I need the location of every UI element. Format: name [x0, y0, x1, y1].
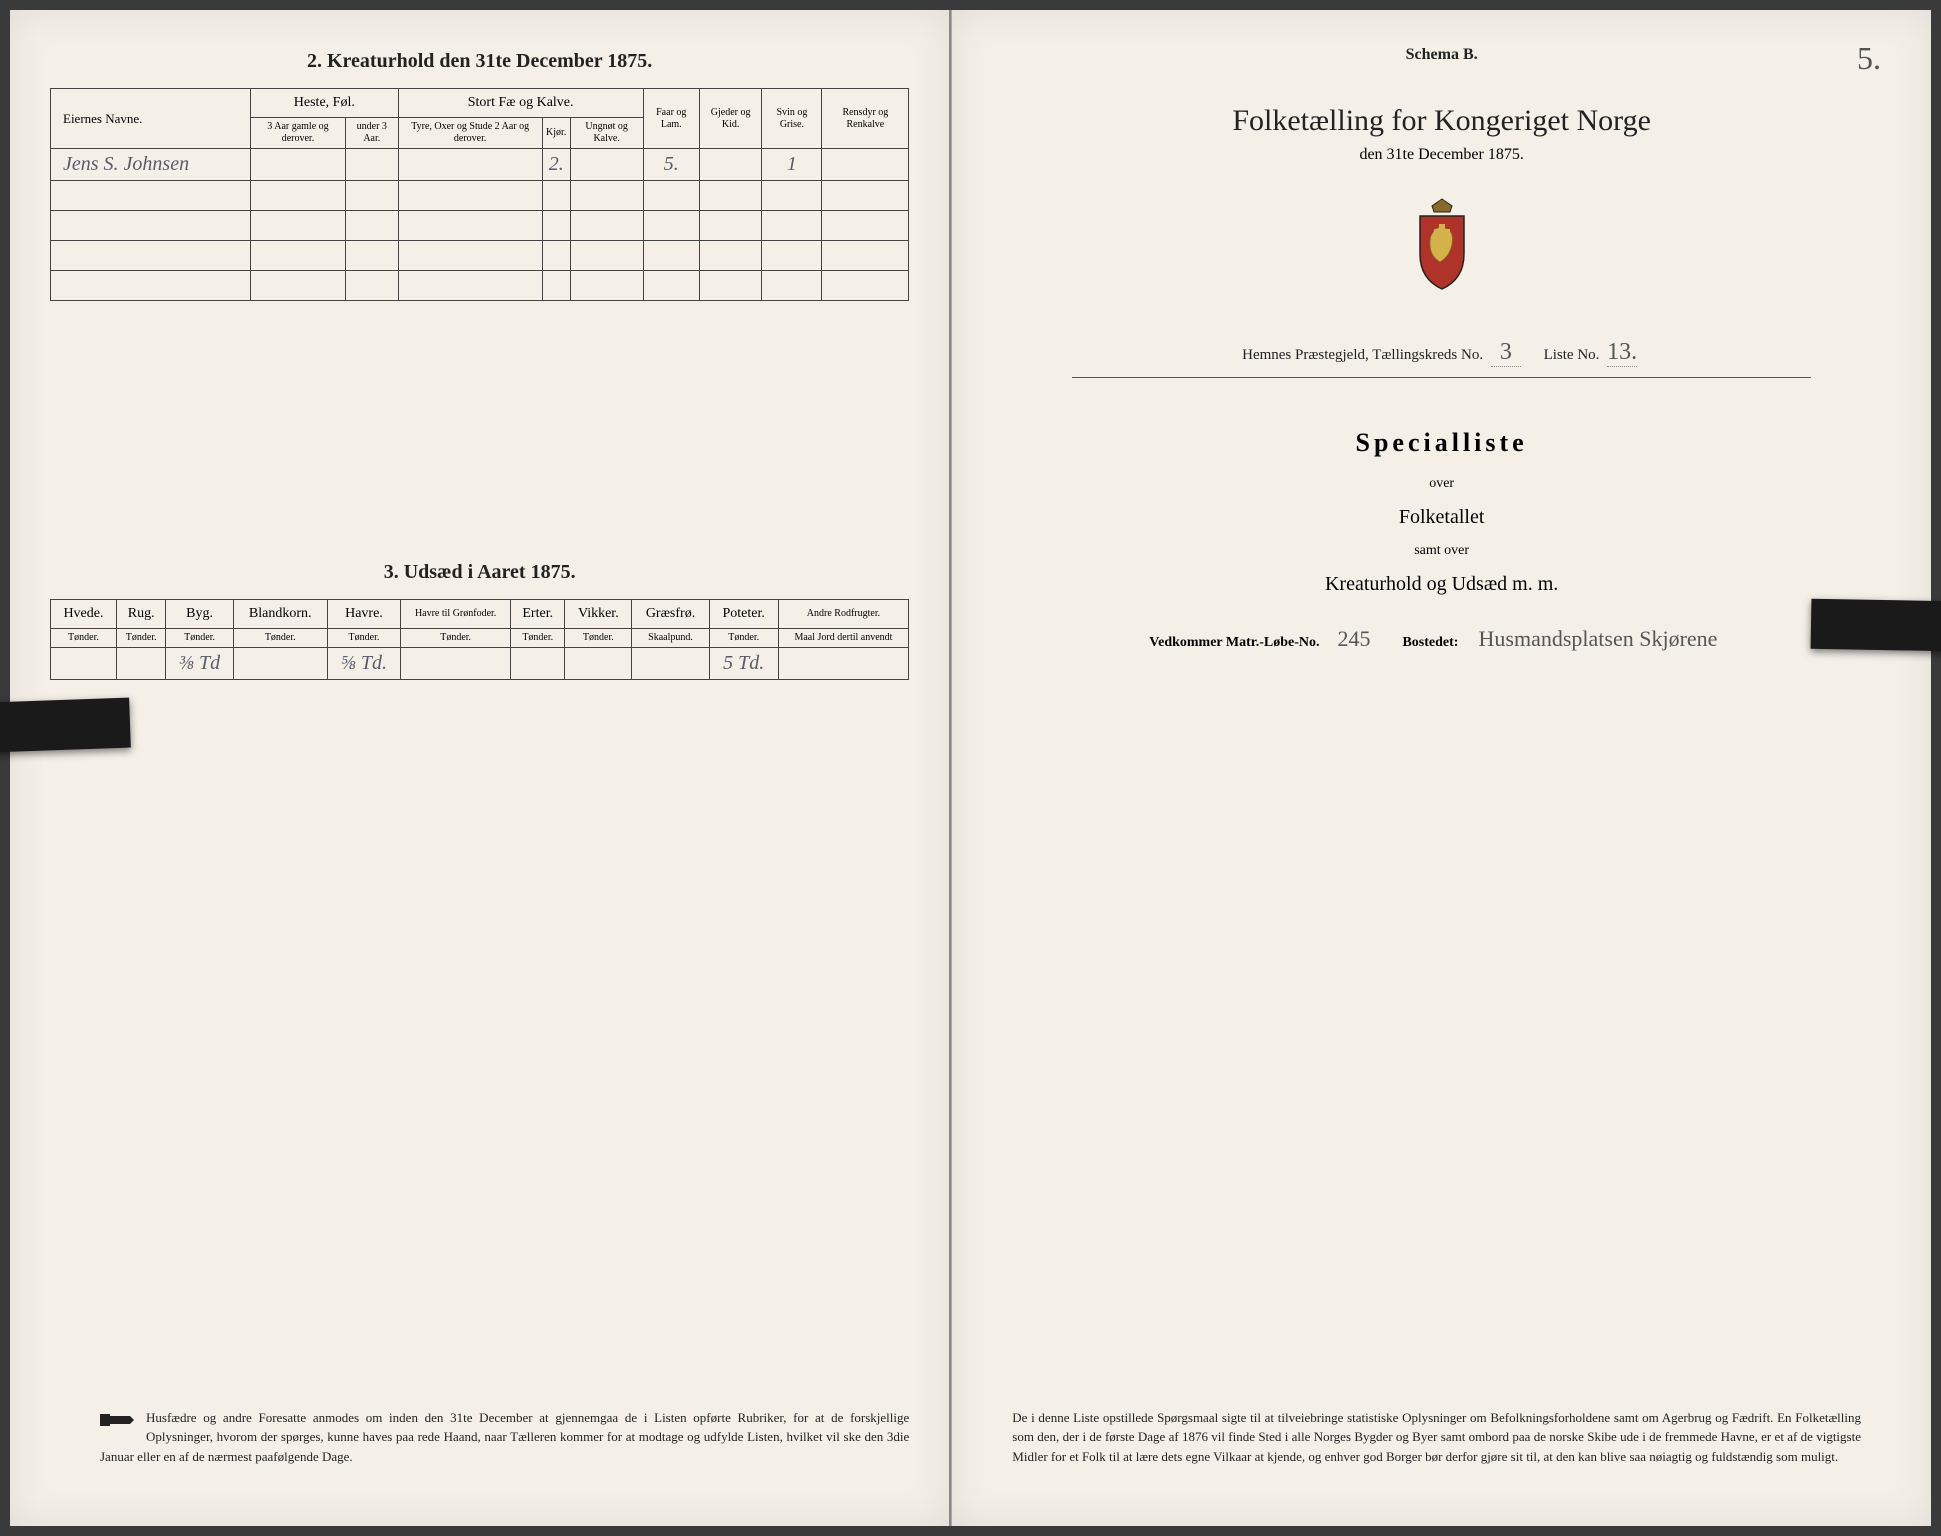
section3-title: 3. Udsæd i Aaret 1875.: [50, 561, 909, 584]
col-byg: Byg.: [166, 600, 233, 629]
table-row: Jens S. Johnsen 2. 5. 1: [51, 149, 909, 181]
cell: [565, 648, 632, 680]
col-heste: Heste, Føl.: [251, 89, 399, 118]
cell: [511, 648, 565, 680]
census-date: den 31te December 1875.: [992, 146, 1891, 164]
cell-svin: 1: [762, 149, 822, 181]
cell: [778, 648, 909, 680]
cell-poteter: 5 Td.: [709, 648, 778, 680]
right-page: 5. Schema B. Folketælling for Kongeriget…: [951, 10, 1931, 1526]
cell: [51, 648, 117, 680]
col-rensdyr: Rensdyr og Renkalve: [822, 89, 909, 149]
col-fae: Stort Fæ og Kalve.: [398, 89, 643, 118]
col-heste-sub1: 3 Aar gamle og derover.: [251, 118, 346, 149]
cell-havre: ⅝ Td.: [327, 648, 400, 680]
bostedet-label: Bostedet:: [1402, 635, 1458, 650]
bostedet-value: Husmandsplatsen Skjørene: [1468, 626, 1728, 652]
divider: [1072, 377, 1811, 378]
col-fae-sub1: Tyre, Oxer og Stude 2 Aar og derover.: [398, 118, 542, 149]
over-label: over: [992, 476, 1891, 492]
col-fae-sub3: Ungnøt og Kalve.: [570, 118, 643, 149]
unit: Tønder.: [166, 629, 233, 648]
col-faar: Faar og Lam.: [643, 89, 699, 149]
table-row: [51, 181, 909, 211]
right-footer-text: De i denne Liste opstillede Spørgsmaal s…: [1012, 1410, 1861, 1464]
col-poteter: Poteter.: [709, 600, 778, 629]
schema-label: Schema B.: [992, 46, 1891, 64]
col-andre: Andre Rodfrugter.: [778, 600, 909, 629]
cell: [632, 648, 710, 680]
cell: [345, 149, 398, 181]
table-row: ⅜ Td ⅝ Td. 5 Td.: [51, 648, 909, 680]
unit: Maal Jord dertil anvendt: [778, 629, 909, 648]
cell: [398, 149, 542, 181]
col-erter: Erter.: [511, 600, 565, 629]
samt-over-label: samt over: [992, 543, 1891, 559]
unit: Tønder.: [327, 629, 400, 648]
unit: Tønder.: [116, 629, 166, 648]
specialliste-heading: Specialliste: [992, 428, 1891, 458]
cell-byg: ⅜ Td: [166, 648, 233, 680]
cell: [570, 149, 643, 181]
col-blandkorn: Blandkorn.: [233, 600, 327, 629]
seed-table: Hvede. Rug. Byg. Blandkorn. Havre. Havre…: [50, 599, 909, 680]
district-line: Hemnes Præstegjeld, Tællingskreds No. 3 …: [992, 339, 1891, 367]
section2-title: 2. Kreaturhold den 31te December 1875.: [50, 50, 909, 73]
col-heste-sub2: under 3 Aar.: [345, 118, 398, 149]
left-footer-text: Husfædre og andre Foresatte anmodes om i…: [100, 1410, 909, 1464]
livestock-table: Eiernes Navne. Heste, Føl. Stort Fæ og K…: [50, 88, 909, 301]
cell: [116, 648, 166, 680]
cell-faar: 5.: [643, 149, 699, 181]
coat-of-arms-icon: [992, 194, 1891, 299]
matr-label: Vedkommer Matr.-Løbe-No.: [1149, 635, 1319, 650]
district-prefix: Hemnes Præstegjeld, Tællingskreds No.: [1242, 347, 1483, 363]
col-rug: Rug.: [116, 600, 166, 629]
page-number: 5.: [1857, 40, 1881, 77]
unit: Tønder.: [511, 629, 565, 648]
livestock-table-wrap: Eiernes Navne. Heste, Føl. Stort Fæ og K…: [50, 88, 909, 301]
archival-clip-right: [1811, 599, 1941, 651]
table-row: [51, 271, 909, 301]
table-row: [51, 241, 909, 271]
archival-clip-left: [0, 698, 131, 753]
unit: Tønder.: [565, 629, 632, 648]
left-page: 2. Kreaturhold den 31te December 1875. E…: [10, 10, 951, 1526]
census-title: Folketælling for Kongeriget Norge: [992, 104, 1891, 138]
matr-no: 245: [1329, 626, 1379, 652]
cell: [251, 149, 346, 181]
book-spread: 2. Kreaturhold den 31te December 1875. E…: [10, 10, 1931, 1526]
district-no: 3: [1491, 339, 1521, 367]
cell-name: Jens S. Johnsen: [51, 149, 251, 181]
col-graesfro: Græsfrø.: [632, 600, 710, 629]
cell: [822, 149, 909, 181]
liste-no: 13.: [1607, 339, 1637, 367]
pointing-hand-icon: [100, 1410, 136, 1436]
col-hvede: Hvede.: [51, 600, 117, 629]
cell: [699, 149, 761, 181]
col-gjeder: Gjeder og Kid.: [699, 89, 761, 149]
col-havre: Havre.: [327, 600, 400, 629]
unit: Skaalpund.: [632, 629, 710, 648]
left-footer-note: Husfædre og andre Foresatte anmodes om i…: [100, 1408, 909, 1467]
col-vikker: Vikker.: [565, 600, 632, 629]
col-svin: Svin og Grise.: [762, 89, 822, 149]
table-row: [51, 211, 909, 241]
right-footer-note: De i denne Liste opstillede Spørgsmaal s…: [1012, 1408, 1861, 1467]
unit: Tønder.: [709, 629, 778, 648]
col-fae-sub2: Kjør.: [542, 118, 570, 149]
cell-kjor: 2.: [542, 149, 570, 181]
unit: Tønder.: [51, 629, 117, 648]
unit: Tønder.: [401, 629, 511, 648]
col-havre-gron: Havre til Grønfoder.: [401, 600, 511, 629]
kreaturhold-label: Kreaturhold og Udsæd m. m.: [992, 573, 1891, 596]
cell: [401, 648, 511, 680]
liste-label: Liste No.: [1544, 347, 1600, 363]
col-eierne: Eiernes Navne.: [51, 89, 251, 149]
unit: Tønder.: [233, 629, 327, 648]
cell: [233, 648, 327, 680]
matr-line: Vedkommer Matr.-Løbe-No. 245 Bostedet: H…: [992, 626, 1891, 652]
folketallet-label: Folketallet: [992, 506, 1891, 529]
